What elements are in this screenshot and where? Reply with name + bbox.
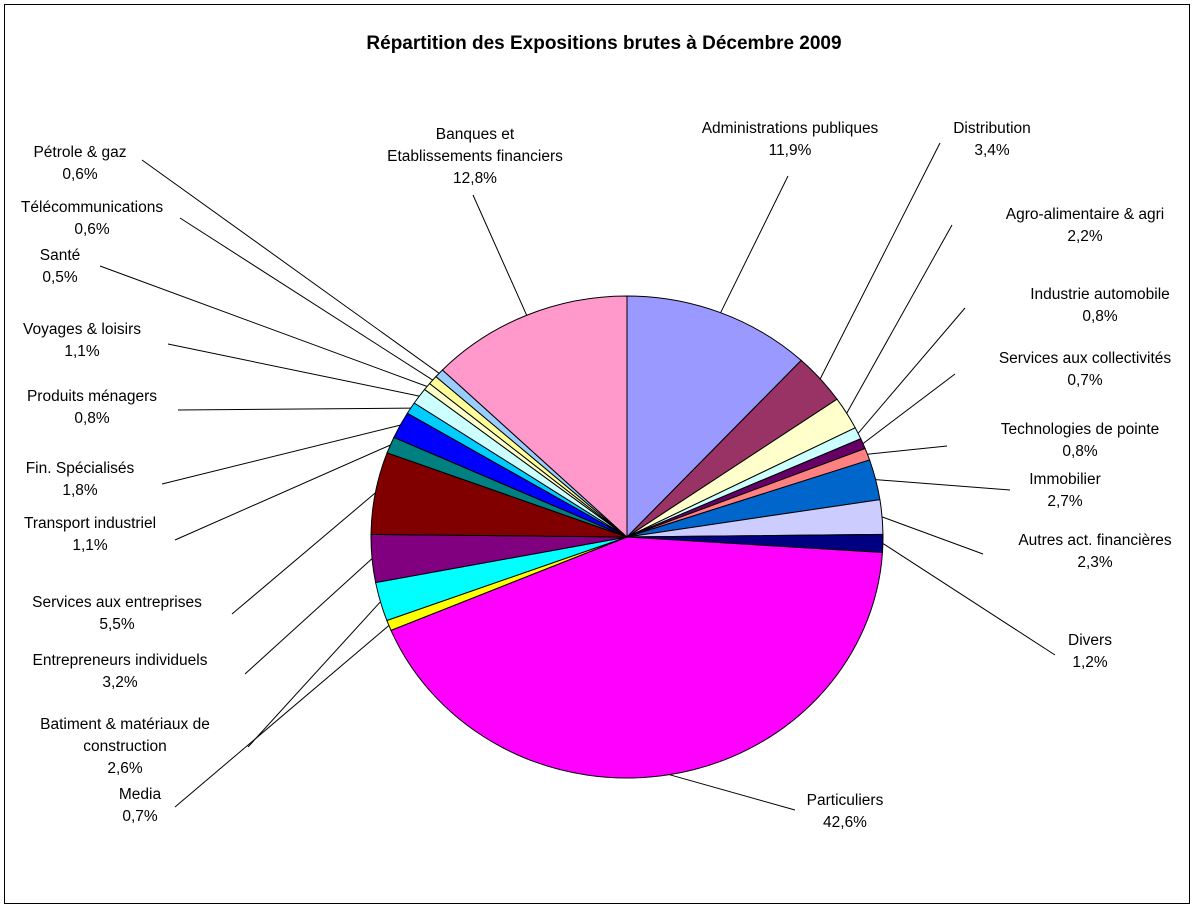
pie-slice xyxy=(390,536,884,779)
leader-line xyxy=(99,265,428,387)
slice-label: Autres act. financières 2,3% xyxy=(1018,532,1172,571)
pie-slices xyxy=(370,295,884,779)
chart-title: Répartition des Expositions brutes à Déc… xyxy=(366,33,841,54)
leader-line xyxy=(857,307,966,434)
slice-label: Distribution 3,4% xyxy=(953,120,1031,159)
slice-label: Agro-alimentaire & agri 2,2% xyxy=(1006,206,1165,245)
leader-line xyxy=(244,558,373,675)
leader-line xyxy=(247,601,381,748)
pie-slice xyxy=(626,295,802,539)
slice-labels: Administrations publiques 11,9% Distributi… xyxy=(21,120,1172,831)
leader-line xyxy=(174,444,391,541)
slice-label: Particuliers 42,6% xyxy=(807,792,884,831)
leader-line xyxy=(167,343,420,397)
slice-label: Immobilier 2,7% xyxy=(1029,471,1100,510)
slice-label: Technologies de pointe 0,8% xyxy=(1001,421,1160,460)
slice-label: Voyages & loisirs 1,1% xyxy=(23,321,141,360)
leader-line xyxy=(720,175,789,313)
leader-line xyxy=(882,542,1056,656)
leader-line xyxy=(179,217,433,381)
slice-label: Entrepreneurs individuels 3,2% xyxy=(33,652,208,691)
slice-label: Services aux collectivités 0,7% xyxy=(999,350,1172,389)
leader-line xyxy=(867,445,948,455)
leader-line xyxy=(669,774,796,811)
leader-lines xyxy=(99,142,1056,811)
slice-label: Pétrole & gaz 0,6% xyxy=(33,144,126,183)
slice-label: Batiment & matériaux de construction 2,6% xyxy=(40,716,210,777)
slice-label: Banques et Etablissements financiers 12,8% xyxy=(387,126,563,187)
slice-label: Produits ménagers 0,8% xyxy=(27,388,157,427)
leader-line xyxy=(177,407,411,411)
slice-label: Industrie automobile 0,8% xyxy=(1030,286,1170,325)
slice-label: Santé 0,5% xyxy=(40,247,81,286)
slice-label: Administrations publiques 11,9% xyxy=(702,120,879,159)
slice-label: Fin. Spécialisés 1,8% xyxy=(26,460,135,499)
slice-label: Media 0,7% xyxy=(119,786,162,825)
leader-line xyxy=(472,194,528,316)
slice-label: Divers 1,2% xyxy=(1068,632,1112,671)
leader-line xyxy=(862,373,956,444)
leader-line xyxy=(174,625,390,808)
leader-line xyxy=(846,224,953,414)
leader-line xyxy=(231,492,376,615)
leader-line xyxy=(141,159,440,374)
leader-line xyxy=(161,424,401,485)
slice-label: Services aux entreprises 5,5% xyxy=(32,594,202,633)
leader-line xyxy=(881,516,984,555)
slice-label: Télécommunications 0,6% xyxy=(21,199,163,238)
slice-label: Transport industriel 1,1% xyxy=(24,515,156,554)
leader-line xyxy=(875,479,1011,491)
leader-line xyxy=(819,142,941,380)
